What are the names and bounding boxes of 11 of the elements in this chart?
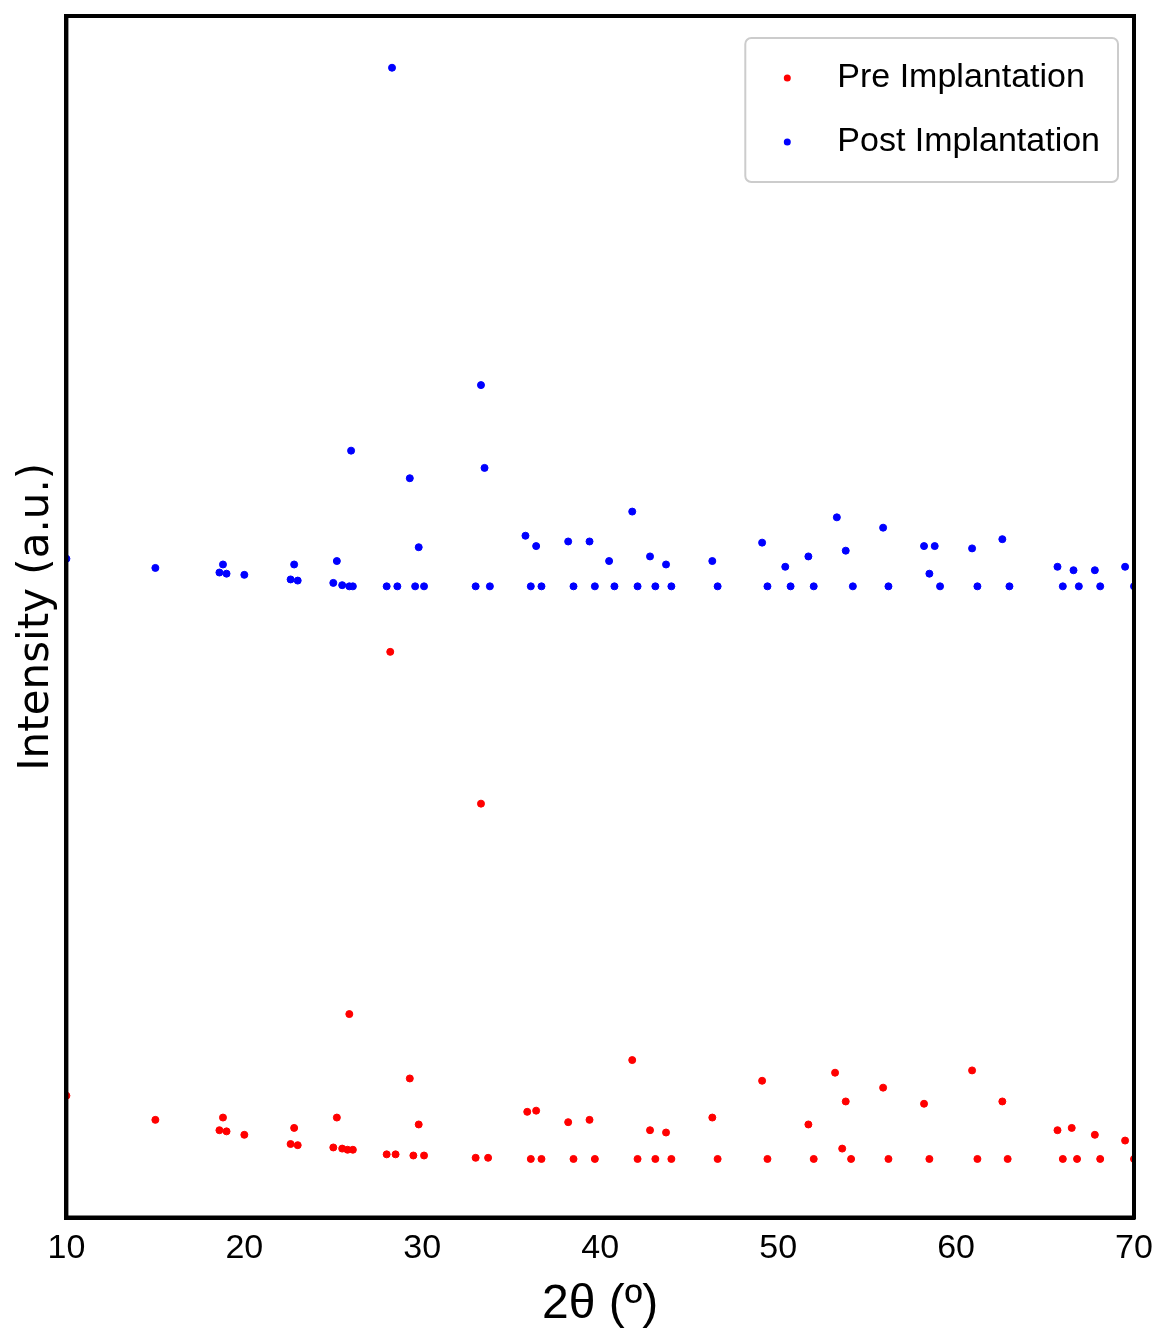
x-axis-title: 2θ (º) <box>542 1275 659 1329</box>
legend-label: Post Implantation <box>837 120 1100 159</box>
x-tick-label: 70 <box>1115 1227 1153 1266</box>
x-tick-label: 10 <box>47 1227 86 1266</box>
x-tick-label: 60 <box>937 1227 975 1266</box>
y-axis-title: Intensity (a.u.) <box>9 462 59 771</box>
x-tick-label: 40 <box>581 1227 620 1266</box>
x-tick-label: 20 <box>225 1227 264 1266</box>
x-tick-label: 50 <box>759 1227 798 1266</box>
legend-label: Pre Implantation <box>837 56 1085 95</box>
x-tick-label: 30 <box>403 1227 442 1266</box>
